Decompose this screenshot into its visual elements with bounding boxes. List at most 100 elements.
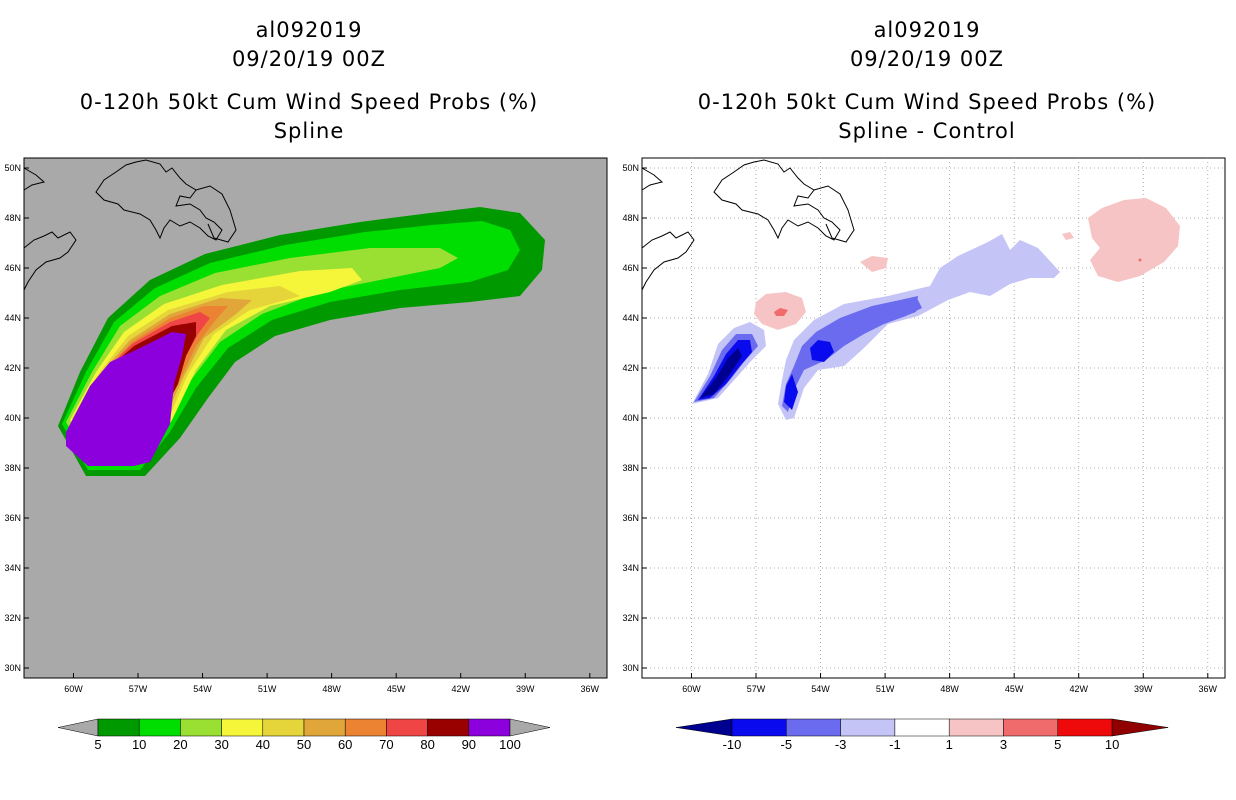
lon-tick-label: 39W [1134, 684, 1153, 694]
colorbar-box [1003, 718, 1059, 737]
diff-pos3-a [774, 308, 788, 316]
lon-tick-label: 42W [451, 684, 470, 694]
diff-neg5-central-b [810, 340, 834, 362]
right-title-method: Spline - Control [838, 119, 1016, 143]
lat-tick-label: 32N [4, 613, 21, 623]
lon-tick-label: 57W [129, 684, 148, 694]
colorbar-label: -10 [723, 737, 742, 752]
colorbar-label: 30 [214, 737, 228, 752]
lon-tick-label: 45W [1005, 684, 1024, 694]
lat-tick-label: 48N [4, 213, 21, 223]
lat-tick-label: 40N [622, 413, 639, 423]
lon-tick-label: 51W [258, 684, 277, 694]
right-lat-labels: 50N 48N 46N 44N 42N 40N 38N 36N 34N 32N 30N [622, 163, 647, 673]
lat-tick-label: 48N [622, 213, 639, 223]
colorbar-box [840, 718, 896, 737]
lat-tick-label: 36N [622, 513, 639, 523]
colorbar-box [262, 718, 305, 737]
right-coastline [641, 159, 855, 291]
colorbar-label: 1 [946, 737, 953, 752]
lat-tick-label: 44N [622, 313, 639, 323]
colorbar-label: -5 [781, 737, 793, 752]
colorbar-end-left [675, 718, 733, 737]
diff-neg5-central-c [876, 300, 922, 324]
lat-tick-label: 30N [622, 663, 639, 673]
colorbar-box [303, 718, 346, 737]
colorbar-box [221, 718, 264, 737]
colorbar-label: 20 [173, 737, 187, 752]
right-map-svg: 50N 48N 46N 44N 42N 40N 38N 36N 34N 32N 30N 60W 57W… [622, 157, 1226, 752]
colorbar-label: -3 [835, 737, 847, 752]
colorbar-box [97, 718, 140, 737]
diff-pos3-dot [1138, 258, 1142, 262]
colorbar-label: 40 [256, 737, 270, 752]
lon-tick-label: 45W [387, 684, 406, 694]
lat-tick-label: 38N [622, 463, 639, 473]
prob-contour-90-100 [66, 332, 186, 466]
diff-field [692, 198, 1180, 420]
lat-tick-label: 50N [4, 163, 21, 173]
right-title-id: al092019 [873, 18, 981, 42]
lon-tick-label: 36W [1199, 684, 1218, 694]
left-title-method: Spline [273, 119, 345, 143]
right-title-product: 0-120h 50kt Cum Wind Speed Probs (%) [697, 90, 1157, 114]
colorbar-box [786, 718, 841, 737]
lon-tick-label: 36W [581, 684, 600, 694]
lon-tick-label: 57W [747, 684, 766, 694]
lon-tick-label: 54W [193, 684, 212, 694]
lat-tick-label: 40N [4, 413, 21, 423]
lon-tick-label: 48W [322, 684, 341, 694]
colorbar-box [468, 718, 511, 737]
lat-tick-label: 36N [4, 513, 21, 523]
lat-tick-label: 34N [622, 563, 639, 573]
lat-tick-label: 38N [4, 463, 21, 473]
colorbar-label: 80 [420, 737, 434, 752]
left-lat-labels: 50N 48N 46N 44N 42N 40N 38N 36N 34N 32N 30N [4, 163, 29, 673]
colorbar-box [138, 718, 181, 737]
colorbar-box [948, 718, 1004, 737]
left-panel: al092019 09/20/19 00Z 0-120h 50kt Cum Wi… [4, 18, 608, 752]
lat-tick-label: 46N [4, 263, 21, 273]
colorbar-label: 70 [379, 737, 393, 752]
left-title-id: al092019 [255, 18, 363, 42]
diff-pos1-d [1062, 232, 1074, 240]
colorbar-box [894, 718, 950, 737]
colorbar-label: 10 [1105, 737, 1119, 752]
colorbar-label: 60 [338, 737, 352, 752]
right-title-time: 09/20/19 00Z [849, 47, 1005, 71]
colorbar-box [1057, 718, 1113, 737]
lat-tick-label: 32N [622, 613, 639, 623]
left-lon-labels: 60W 57W 54W 51W 48W 45W 42W 39W 36W [64, 673, 600, 694]
colorbar-label: 5 [94, 737, 101, 752]
lon-tick-label: 60W [64, 684, 83, 694]
lat-tick-label: 42N [622, 363, 639, 373]
lon-tick-label: 48W [940, 684, 959, 694]
lat-tick-label: 34N [4, 563, 21, 573]
colorbar-end-right [509, 718, 551, 737]
left-coastline [23, 159, 237, 291]
colorbar-box [427, 718, 470, 737]
colorbar-label: 50 [297, 737, 311, 752]
right-gridlines [642, 158, 1225, 678]
left-colorbar: 5 10 20 30 40 50 60 70 80 90 100 [57, 718, 551, 752]
right-panel: al092019 09/20/19 00Z 0-120h 50kt Cum Wi… [618, 0, 1236, 800]
diff-neg5-central [784, 374, 798, 410]
lat-tick-label: 44N [4, 313, 21, 323]
diff-neg1-central [778, 234, 1060, 420]
lat-tick-label: 50N [622, 163, 639, 173]
colorbar-end-left [57, 718, 99, 737]
right-colorbar: -10 -5 -3 -1 1 3 5 10 [675, 718, 1169, 752]
colorbar-label: 5 [1054, 737, 1061, 752]
lon-tick-label: 51W [876, 684, 895, 694]
colorbar-label: 3 [1000, 737, 1007, 752]
lon-tick-label: 54W [811, 684, 830, 694]
lat-tick-label: 42N [4, 363, 21, 373]
right-lon-labels: 60W 57W 54W 51W 48W 45W 42W 39W 36W [682, 673, 1218, 694]
colorbar-box [344, 718, 387, 737]
colorbar-box [386, 718, 428, 737]
lon-tick-label: 39W [516, 684, 535, 694]
diff-pos1-c [1088, 198, 1180, 282]
diff-pos1-b [860, 256, 888, 272]
colorbar-end-right [1111, 718, 1169, 737]
left-map-svg: 50N 48N 46N 44N 42N 40N 38N 36N 34N 32N 30N 60W 57W… [4, 157, 608, 752]
